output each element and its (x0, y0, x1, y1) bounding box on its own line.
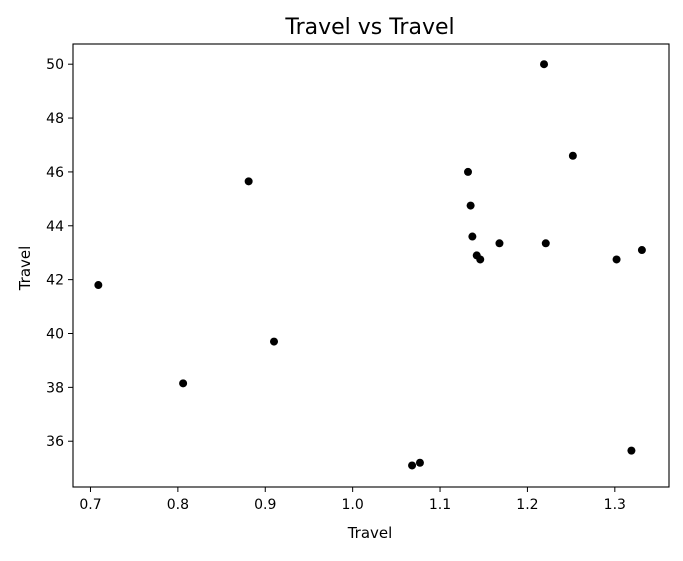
data-point (464, 167, 472, 176)
data-point (541, 239, 550, 248)
y-tick-label: 42 (46, 273, 64, 289)
x-axis-ticks: 0.7 0.8 0.9 1.0 1.1 1.2 1.3 (79, 487, 626, 513)
y-tick-label: 40 (46, 326, 64, 342)
data-point (476, 255, 485, 264)
data-points (94, 60, 646, 470)
x-tick-label: 0.7 (79, 497, 101, 513)
x-tick-label: 0.8 (167, 497, 189, 513)
x-tick-label: 1.1 (429, 497, 451, 513)
data-point (415, 458, 424, 467)
data-point (637, 246, 646, 255)
data-point (244, 177, 253, 186)
data-point (612, 255, 621, 264)
data-point (270, 337, 278, 346)
y-tick-label: 46 (46, 165, 64, 181)
data-point (495, 239, 504, 248)
data-point (179, 379, 188, 388)
data-point (466, 201, 475, 210)
y-tick-label: 50 (46, 57, 64, 73)
y-tick-label: 44 (46, 219, 64, 235)
plot-area-frame (72, 43, 670, 488)
data-point (627, 446, 636, 455)
x-tick-label: 1.2 (516, 497, 538, 513)
y-tick-label: 38 (46, 380, 64, 396)
data-point (568, 151, 577, 160)
x-axis-label: Travel (347, 524, 393, 542)
y-tick-label: 36 (46, 434, 64, 450)
x-tick-label: 0.9 (254, 497, 276, 513)
y-axis-ticks: 36 38 40 42 44 46 48 50 (46, 57, 73, 450)
x-tick-label: 1.0 (342, 497, 364, 513)
data-point (540, 60, 549, 69)
chart-title: Travel vs Travel (284, 15, 454, 40)
y-tick-label: 48 (46, 111, 64, 127)
data-point (408, 461, 417, 470)
data-point (468, 232, 477, 241)
x-tick-label: 1.3 (604, 497, 626, 513)
y-axis-label: Travel (16, 246, 34, 292)
data-point (94, 281, 103, 290)
